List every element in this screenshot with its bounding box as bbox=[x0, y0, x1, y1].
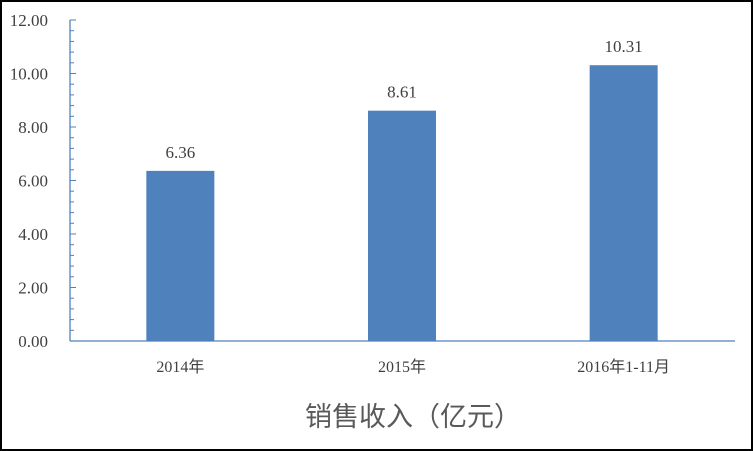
bar-2014年 bbox=[146, 170, 215, 341]
x-tick-label: 2014年 bbox=[156, 358, 204, 376]
bar-2016年1-11月 bbox=[589, 65, 658, 342]
y-tick-label: 10.00 bbox=[10, 65, 48, 84]
y-tick-label: 12.00 bbox=[10, 11, 48, 30]
y-tick-label: 0.00 bbox=[18, 332, 48, 351]
bar-2015年 bbox=[368, 110, 436, 342]
x-tick-label: 2016年1-11月 bbox=[577, 358, 670, 376]
x-tick-label: 2015年 bbox=[378, 358, 426, 376]
chart-title: 销售收入（亿元） bbox=[305, 402, 521, 433]
y-tick-label: 4.00 bbox=[18, 225, 48, 244]
y-tick-label: 2.00 bbox=[18, 279, 48, 298]
y-tick-label: 8.00 bbox=[18, 118, 48, 137]
data-label: 6.36 bbox=[165, 143, 195, 162]
data-label: 10.31 bbox=[605, 37, 643, 56]
y-tick-label: 6.00 bbox=[18, 172, 48, 191]
data-label: 8.61 bbox=[387, 83, 417, 102]
